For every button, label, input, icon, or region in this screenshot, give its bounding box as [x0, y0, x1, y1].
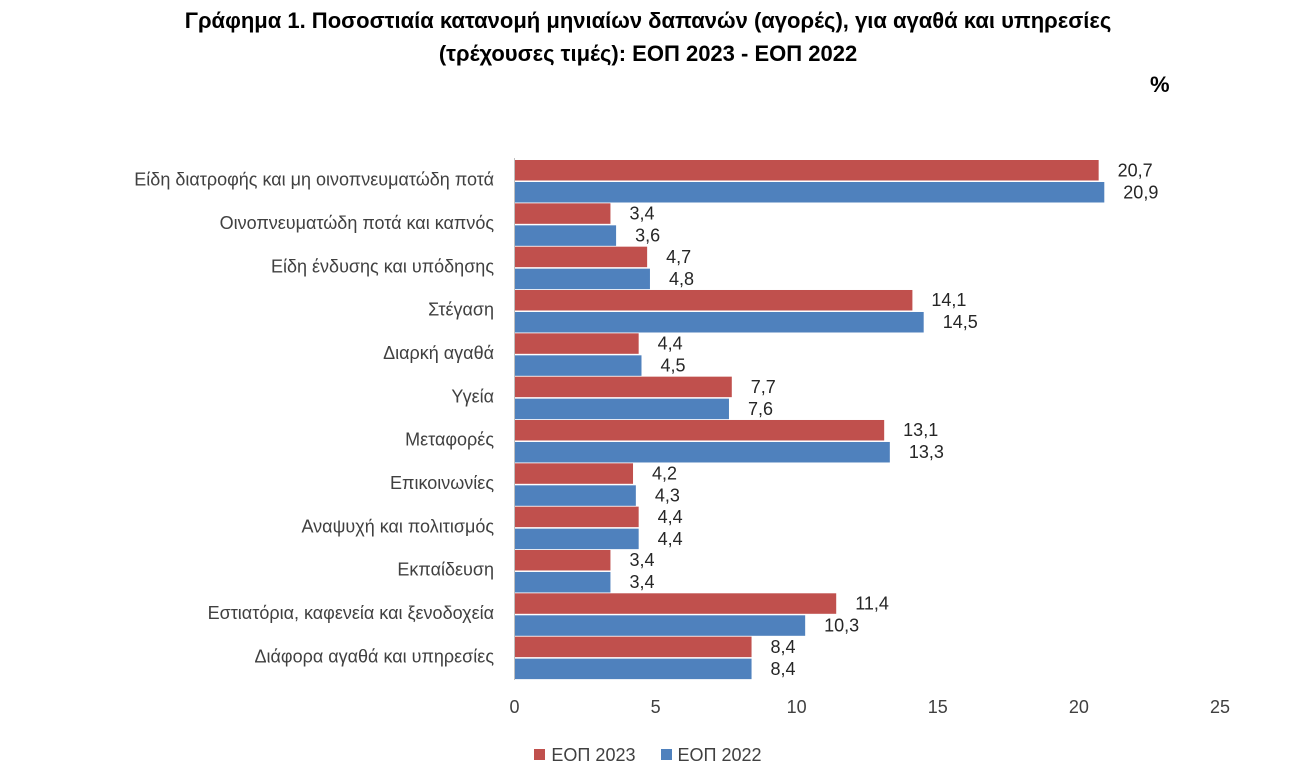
bar-2023 — [514, 376, 732, 398]
bar-2022 — [514, 225, 617, 246]
bar-2022 — [514, 355, 642, 376]
bar-2023 — [514, 593, 837, 614]
bar-2022 — [514, 658, 752, 680]
bar-2023 — [514, 549, 611, 571]
category-label: Αναψυχή και πολιτισμός — [301, 516, 494, 536]
legend-swatch-2022 — [660, 748, 672, 760]
value-labels: 20,720,93,43,64,74,814,114,54,44,57,77,6… — [629, 160, 1158, 679]
bar-2022 — [514, 571, 611, 593]
category-label: Στέγαση — [428, 300, 494, 320]
legend: ΕΟΠ 2023 ΕΟΠ 2022 — [0, 744, 1296, 766]
bar-2022 — [514, 615, 806, 636]
category-label: Οινοπνευματώδη ποτά και καπνός — [220, 213, 495, 233]
data-label: 3,6 — [635, 226, 660, 246]
bar-2022 — [514, 485, 636, 506]
legend-swatch-2023 — [534, 748, 546, 760]
data-label: 7,6 — [748, 399, 773, 419]
data-label: 4,7 — [666, 247, 691, 267]
data-label: 4,5 — [660, 356, 685, 376]
category-label: Μεταφορές — [405, 430, 494, 450]
data-label: 4,2 — [652, 464, 677, 484]
data-label: 4,4 — [658, 507, 683, 527]
bar-2023 — [514, 246, 648, 268]
bar-2022 — [514, 528, 639, 550]
data-label: 20,7 — [1118, 160, 1153, 180]
legend-item-2023: ΕΟΠ 2023 — [534, 745, 635, 766]
category-label: Διάφορα αγαθά και υπηρεσίες — [254, 646, 494, 666]
chart-title-line-2: (τρέχουσες τιμές): ΕΟΠ 2023 - ΕΟΠ 2022 — [438, 41, 858, 66]
category-label: Διαρκή αγαθά — [383, 343, 494, 363]
bar-2023 — [514, 203, 611, 224]
legend-item-2022: ΕΟΠ 2022 — [660, 744, 762, 766]
data-label: 3,4 — [629, 550, 654, 570]
bar-chart: Είδη διατροφής και μη οινοπνευματώδη ποτ… — [134, 158, 1230, 717]
bar-2023 — [514, 636, 752, 658]
data-label: 3,4 — [629, 204, 654, 224]
bar-2022 — [514, 182, 1105, 203]
category-label: Επικοινωνίες — [390, 473, 494, 493]
data-label: 4,3 — [655, 486, 680, 506]
category-label: Είδη ένδυσης και υπόδησης — [271, 256, 494, 276]
unit-label: % — [1150, 72, 1170, 97]
data-label: 4,4 — [658, 529, 683, 549]
bar-2022 — [514, 311, 924, 333]
data-label: 3,4 — [629, 572, 654, 592]
legend-label-2022: ΕΟΠ 2022 — [677, 744, 762, 765]
bar-2023 — [514, 160, 1099, 181]
data-label: 4,4 — [658, 334, 683, 354]
category-label: Εστιατόρια, καφενεία και ξενοδοχεία — [208, 603, 494, 623]
bar-2023 — [514, 333, 639, 354]
data-label: 7,7 — [751, 377, 776, 397]
bars-layer — [514, 160, 1105, 680]
bar-2022 — [514, 398, 729, 420]
data-label: 14,1 — [931, 290, 966, 310]
data-label: 20,9 — [1123, 182, 1158, 202]
data-label: 8,4 — [771, 659, 796, 679]
x-axis-ticks: 0 5 10 15 20 25 — [509, 697, 1230, 717]
legend-label-2023: ΕΟΠ 2023 — [551, 744, 636, 765]
data-label: 13,1 — [903, 420, 938, 440]
chart-title-line-1: Γράφημα 1. Ποσοστιαία κατανομή μηνιαίων … — [184, 8, 1112, 33]
x-tick-label: 25 — [1210, 697, 1230, 717]
bar-2023 — [514, 289, 913, 311]
data-label: 4,8 — [669, 269, 694, 289]
x-tick-label: 0 — [509, 697, 519, 717]
data-label: 14,5 — [943, 312, 978, 332]
category-label: Υγεία — [451, 386, 494, 406]
bar-2023 — [514, 419, 885, 441]
x-tick-label: 15 — [928, 697, 948, 717]
data-label: 8,4 — [771, 637, 796, 657]
x-tick-label: 5 — [651, 697, 661, 717]
category-labels: Είδη διατροφής και μη οινοπνευματώδη ποτ… — [134, 170, 494, 667]
x-tick-label: 10 — [787, 697, 807, 717]
bar-2023 — [514, 463, 634, 484]
data-label: 11,4 — [855, 594, 889, 614]
data-label: 10,3 — [824, 616, 859, 636]
bar-2022 — [514, 268, 650, 290]
category-label: Εκπαίδευση — [397, 560, 494, 580]
bar-2022 — [514, 441, 890, 463]
bar-2023 — [514, 506, 639, 528]
data-label: 13,3 — [909, 442, 944, 462]
chart-title: Γράφημα 1. Ποσοστιαία κατανομή μηνιαίων … — [0, 4, 1296, 70]
category-label: Είδη διατροφής και μη οινοπνευματώδη ποτ… — [134, 170, 494, 190]
x-tick-label: 20 — [1069, 697, 1089, 717]
